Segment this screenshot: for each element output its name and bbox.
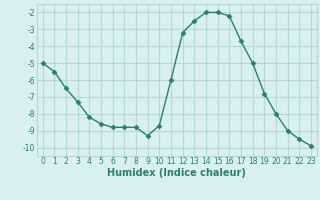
X-axis label: Humidex (Indice chaleur): Humidex (Indice chaleur) — [108, 168, 246, 178]
